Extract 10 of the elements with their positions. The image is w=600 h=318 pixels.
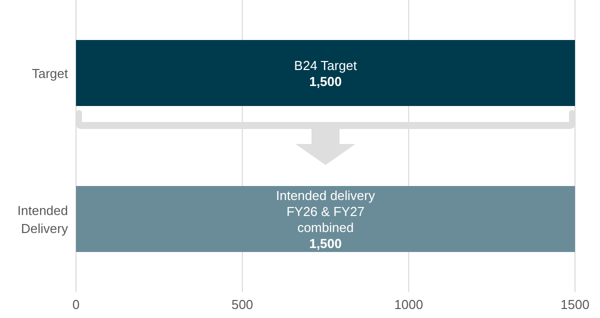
- data-label: 1,500: [309, 236, 342, 250]
- x-tick-label: 500: [231, 297, 254, 312]
- y-tick-label: Target: [32, 66, 68, 80]
- x-tick-label: 1000: [394, 297, 424, 312]
- y-tick-label: Intended Delivery: [17, 202, 68, 236]
- annotation: B24 Target: [294, 58, 358, 72]
- data-label: 1,500: [309, 74, 342, 88]
- x-tick-label: 1500: [560, 297, 590, 312]
- x-tick-label: 0: [72, 297, 80, 312]
- annotation: Intended delivery FY26 & FY27 combined: [276, 188, 376, 234]
